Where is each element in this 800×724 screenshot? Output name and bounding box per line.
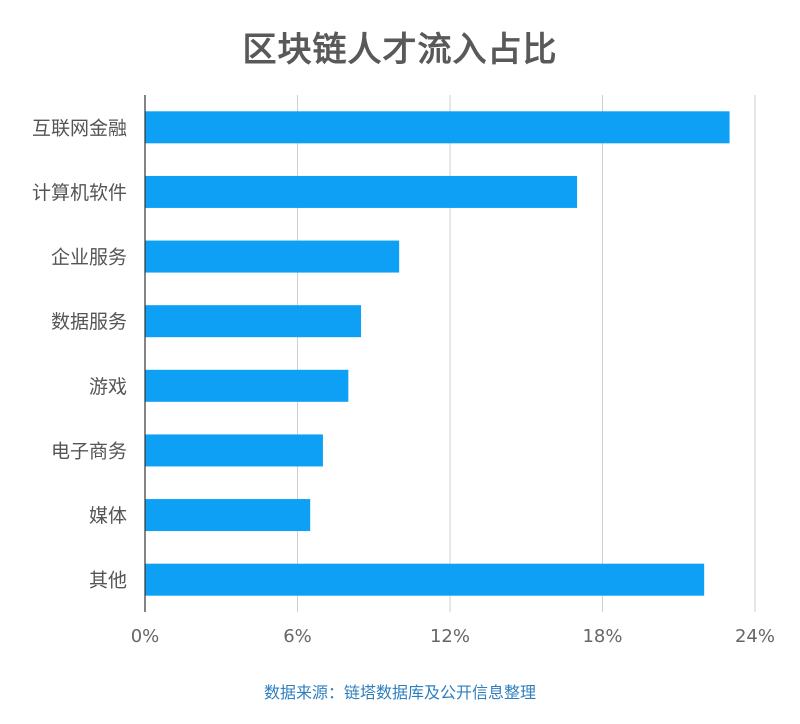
x-tick-label: 6% [283,626,312,647]
bar [145,434,323,467]
bar [145,305,362,338]
category-label: 计算机软件 [32,182,127,204]
bar [145,369,349,402]
category-label: 互联网金融 [32,117,127,139]
bar [145,111,730,144]
category-label: 数据服务 [51,311,127,333]
bar [145,499,311,532]
chart-title: 区块链人才流入占比 [242,30,558,70]
category-label: 媒体 [89,505,127,527]
x-tick-label: 18% [582,626,622,647]
bar [145,240,400,273]
category-label: 其他 [89,570,127,592]
category-label: 电子商务 [51,440,127,462]
category-label: 游戏 [89,376,127,398]
bar [145,175,578,208]
x-tick-label: 24% [735,626,775,647]
bar [145,563,705,596]
x-tick-label: 0% [131,626,160,647]
data-source-note: 数据来源：链塔数据库及公开信息整理 [263,683,536,702]
x-tick-label: 12% [430,626,470,647]
category-label: 企业服务 [51,247,127,269]
